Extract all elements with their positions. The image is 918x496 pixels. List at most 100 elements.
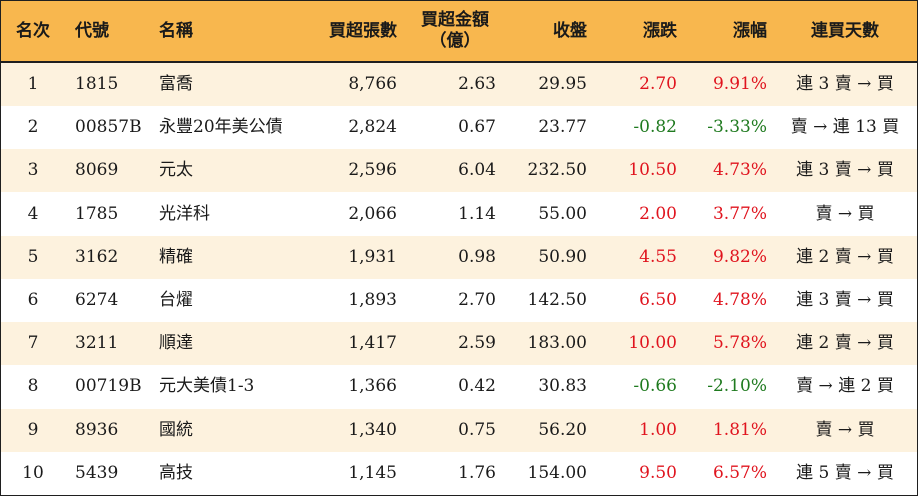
header-pct: 漲幅	[733, 21, 767, 41]
cell-code: 1815	[75, 74, 119, 94]
cell-code: 8069	[75, 160, 119, 181]
cell-pct: 4.78%	[712, 290, 767, 310]
cell-amount: 1.14	[458, 203, 496, 224]
cell-code: 3211	[75, 333, 119, 354]
cell-days: 連 2 賣 → 買	[796, 246, 894, 267]
cell-pct: 1.81%	[712, 419, 767, 440]
cell-change: -0.82	[633, 117, 677, 138]
cell-close: 154.00	[527, 462, 587, 483]
cell-close: 56.20	[538, 419, 587, 440]
cell-rank: 2	[27, 117, 39, 138]
header-amount-line1: 買超金額	[421, 10, 489, 30]
cell-pct: 4.73%	[712, 160, 767, 181]
cell-pct: -3.33%	[707, 117, 767, 138]
cell-volume: 1,366	[348, 376, 397, 397]
cell-days: 連 3 賣 → 買	[796, 160, 894, 181]
cell-close: 232.50	[527, 160, 587, 181]
header-code: 代號	[75, 21, 109, 41]
cell-days: 賣 → 連 13 買	[790, 117, 900, 138]
cell-rank: 5	[27, 246, 39, 267]
cell-close: 30.83	[538, 376, 587, 397]
cell-pct: 6.57%	[712, 462, 767, 483]
cell-change: 9.50	[639, 462, 677, 483]
cell-volume: 1,340	[348, 419, 397, 440]
cell-amount: 2.70	[458, 290, 496, 310]
cell-days: 賣 → 連 2 買	[796, 376, 894, 397]
cell-volume: 2,596	[348, 160, 397, 181]
cell-name: 順達	[159, 333, 193, 354]
cell-pct: 3.77%	[712, 203, 767, 224]
cell-name: 台燿	[159, 290, 193, 310]
table-row: 8 00719B 元大美債1-3 1,366 0.42 30.83 -0.66 -2.10% 賣…	[1, 365, 917, 409]
cell-change: 2.70	[639, 74, 677, 94]
cell-change: 10.00	[628, 333, 677, 354]
cell-days: 賣 → 買	[815, 203, 875, 224]
cell-amount: 6.04	[458, 160, 496, 181]
cell-code: 6274	[75, 290, 119, 310]
cell-name: 光洋科	[159, 203, 210, 224]
cell-close: 142.50	[527, 290, 587, 310]
cell-name: 國統	[159, 419, 193, 440]
cell-days: 連 5 賣 → 買	[796, 462, 894, 483]
cell-code: 1785	[75, 203, 119, 224]
cell-name: 元大美債1-3	[159, 376, 255, 397]
cell-code: 00857B	[75, 117, 142, 138]
cell-close: 55.00	[538, 203, 587, 224]
cell-change: 6.50	[639, 290, 677, 310]
cell-volume: 2,066	[348, 203, 397, 224]
cell-amount: 2.59	[458, 333, 496, 354]
header-amount: 買超金額 （億）	[413, 1, 497, 70]
cell-rank: 8	[27, 376, 39, 397]
cell-amount: 0.98	[458, 246, 496, 267]
cell-days: 連 2 賣 → 買	[796, 333, 894, 354]
cell-close: 23.77	[538, 117, 587, 138]
cell-days: 連 3 賣 → 買	[796, 290, 894, 310]
cell-amount: 0.67	[458, 117, 496, 138]
header-rank: 名次	[16, 21, 50, 41]
cell-code: 8936	[75, 419, 119, 440]
cell-rank: 3	[27, 160, 39, 181]
cell-change: 2.00	[639, 203, 677, 224]
cell-pct: 9.91%	[712, 74, 767, 94]
cell-name: 富喬	[159, 74, 193, 94]
cell-amount: 0.75	[458, 419, 496, 440]
cell-pct: 9.82%	[712, 246, 767, 267]
table-header: 名次 代號 名稱 買超張數 買超金額 （億） 收盤 漲跌 漲幅 連買天數	[1, 1, 917, 63]
cell-pct: -2.10%	[707, 376, 767, 397]
cell-days: 連 3 賣 → 買	[796, 74, 894, 94]
table-row: 10 5439 高技 1,145 1.76 154.00 9.50 6.57% 連 5 賣 → …	[1, 451, 917, 495]
cell-volume: 8,766	[348, 74, 397, 94]
cell-close: 50.90	[538, 246, 587, 267]
table-row: 6 6274 台燿 1,893 2.70 142.50 6.50 4.78% 連 3 賣 → 買	[1, 279, 917, 322]
cell-change: -0.66	[633, 376, 677, 397]
header-volume: 買超張數	[329, 21, 397, 41]
table-row: 1 1815 富喬 8,766 2.63 29.95 2.70 9.91% 連 3 賣 → 買	[1, 63, 917, 106]
cell-rank: 10	[22, 462, 44, 483]
cell-amount: 0.42	[458, 376, 496, 397]
cell-volume: 2,824	[348, 117, 397, 138]
cell-name: 永豐20年美公債	[159, 117, 283, 138]
cell-rank: 6	[27, 290, 39, 310]
table-row: 4 1785 光洋科 2,066 1.14 55.00 2.00 3.77% 賣 → 買	[1, 192, 917, 236]
cell-close: 183.00	[527, 333, 587, 354]
cell-close: 29.95	[538, 74, 587, 94]
cell-name: 精確	[159, 246, 193, 267]
cell-pct: 5.78%	[712, 333, 767, 354]
cell-rank: 1	[27, 74, 39, 94]
table-row: 2 00857B 永豐20年美公債 2,824 0.67 23.77 -0.82 -3.33%…	[1, 106, 917, 150]
cell-amount: 2.63	[458, 74, 496, 94]
cell-volume: 1,931	[348, 246, 397, 267]
cell-rank: 9	[27, 419, 39, 440]
cell-name: 元太	[159, 160, 193, 181]
table-row: 5 3162 精確 1,931 0.98 50.90 4.55 9.82% 連 2 賣 → 買	[1, 235, 917, 279]
cell-code: 3162	[75, 246, 119, 267]
header-name: 名稱	[159, 21, 193, 41]
header-close: 收盤	[553, 21, 587, 41]
header-amount-line2: （億）	[429, 31, 481, 51]
cell-change: 1.00	[639, 419, 677, 440]
cell-volume: 1,417	[348, 333, 397, 354]
table-row: 9 8936 國統 1,340 0.75 56.20 1.00 1.81% 賣 → 買	[1, 408, 917, 452]
cell-change: 10.50	[628, 160, 677, 181]
cell-volume: 1,893	[348, 290, 397, 310]
